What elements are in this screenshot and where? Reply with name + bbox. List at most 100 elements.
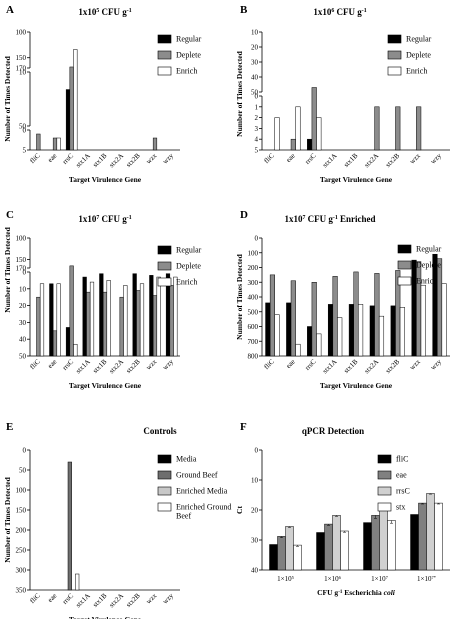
bar: [132, 273, 137, 357]
text-span: 7: [386, 575, 389, 580]
y-tick-label: 100: [248, 249, 259, 257]
bar: [65, 89, 71, 151]
bar: [374, 273, 380, 357]
text-span: CFU g: [99, 7, 127, 17]
legend-label: Deplete: [406, 51, 431, 60]
text-span: 1x10: [313, 7, 332, 17]
bar: [290, 138, 296, 151]
x-tick-label: wzy: [429, 151, 443, 165]
x-tick-label: stx2A: [108, 358, 125, 375]
legend-swatch: [377, 454, 392, 464]
bar: [269, 274, 275, 357]
y-tick-label: 20: [19, 302, 27, 310]
bar: [152, 137, 158, 151]
bar: [332, 276, 338, 357]
text-span: 1x10: [78, 214, 97, 224]
x-tick-label: wzx: [408, 151, 422, 165]
legend-swatch: [157, 245, 172, 255]
bar: [39, 283, 45, 357]
x-tick-label: wzx: [145, 591, 159, 605]
text-span: 5: [96, 8, 99, 14]
y-tick-label: 5: [255, 147, 259, 155]
text-span: CFU g: [317, 588, 338, 597]
bar: [340, 530, 349, 571]
y-tick-label: 0: [255, 447, 259, 455]
legend-label: Regular: [176, 246, 202, 255]
x-tick-label: fliC: [28, 358, 42, 372]
bar: [390, 305, 396, 357]
bar: [52, 137, 58, 151]
x-tick-label: wzy: [161, 357, 175, 371]
y-tick-label: 4: [255, 136, 259, 144]
legend-swatch: [397, 276, 412, 286]
y-tick-label: 800: [248, 353, 259, 361]
bar: [290, 280, 296, 357]
y-tick-label: 10: [251, 477, 259, 485]
y-tick-label: 50: [19, 467, 27, 475]
y-axis-label: Number of Times Detected: [3, 476, 12, 562]
x-tick-label: rrsC: [303, 152, 317, 166]
x-axis-label: Target Virulence Gene: [320, 175, 393, 184]
x-tick-label: stx2B: [125, 592, 142, 609]
legend-label: fliC: [396, 455, 408, 464]
y-tick-label: 150: [16, 54, 27, 62]
bar: [307, 138, 313, 151]
legend-swatch: [377, 470, 392, 480]
y-tick-label: 20: [251, 507, 259, 515]
legend-swatch: [157, 66, 172, 76]
bar: [399, 307, 405, 357]
legend-label: Deplete: [416, 261, 441, 270]
legend-swatch: [157, 470, 172, 480]
y-axis-label: Number of Times Detected: [3, 226, 12, 312]
x-tick-label: stx1A: [74, 152, 91, 169]
x-tick-label: stx2B: [384, 358, 401, 375]
y-tick-label: 30: [251, 59, 259, 67]
bar: [73, 343, 78, 357]
bar: [136, 290, 141, 357]
bar: [156, 276, 161, 357]
y-tick-label: 30: [19, 319, 27, 327]
legend-label: Media: [176, 455, 197, 464]
text-span: qPCR Detection: [302, 426, 364, 436]
bar: [316, 532, 325, 571]
y-axis-label: Number of Times Detected: [235, 253, 244, 339]
bar: [371, 515, 380, 571]
legend-label: Ground Beef: [176, 471, 218, 480]
legend-label: Enrich: [416, 277, 437, 286]
bar: [293, 544, 302, 571]
text-span: -1: [333, 215, 338, 221]
x-axis-label: Target Virulence Gene: [69, 175, 142, 184]
bar: [426, 493, 435, 571]
bar: [274, 314, 280, 357]
bar: [316, 333, 322, 357]
text-span: 1×10: [417, 575, 432, 583]
legend-swatch: [157, 261, 172, 271]
legend-swatch: [377, 502, 392, 512]
chart-panel-d: D 1x107 CFU g-1 Enriched 0 100 200 300 400 500 6…: [235, 209, 450, 390]
chart-panel-e: E Controls 0 50 100 150 200 250 300 350 Number of …: [3, 421, 231, 619]
text-span: -1: [338, 590, 343, 595]
text-span: 7: [302, 215, 305, 221]
legend-swatch: [157, 454, 172, 464]
bar: [75, 573, 80, 591]
y-tick-label: 10: [19, 69, 27, 77]
x-tick-label: wzy: [429, 357, 443, 371]
y-tick-label: 700: [248, 338, 259, 346]
bar: [173, 276, 178, 357]
y-tick-label: 10: [251, 29, 259, 37]
x-tick-label: eae: [284, 358, 296, 370]
x-axis-label: Target Virulence Gene: [69, 615, 142, 619]
y-tick-label: 5: [23, 147, 27, 155]
bar: [416, 106, 422, 151]
text-span: 1×10: [277, 575, 292, 583]
x-tick-label: stx1B: [342, 358, 359, 375]
x-tick-label: fliC: [263, 358, 277, 372]
bar: [119, 296, 124, 357]
chart-title: 1x107 CFU g-1: [78, 214, 131, 224]
y-tick-label: 300: [16, 567, 27, 575]
y-tick-label: 3: [255, 125, 259, 133]
x-tick-label: eae: [46, 152, 58, 164]
x-tick-label: stx2B: [384, 152, 401, 169]
bar: [295, 343, 301, 357]
